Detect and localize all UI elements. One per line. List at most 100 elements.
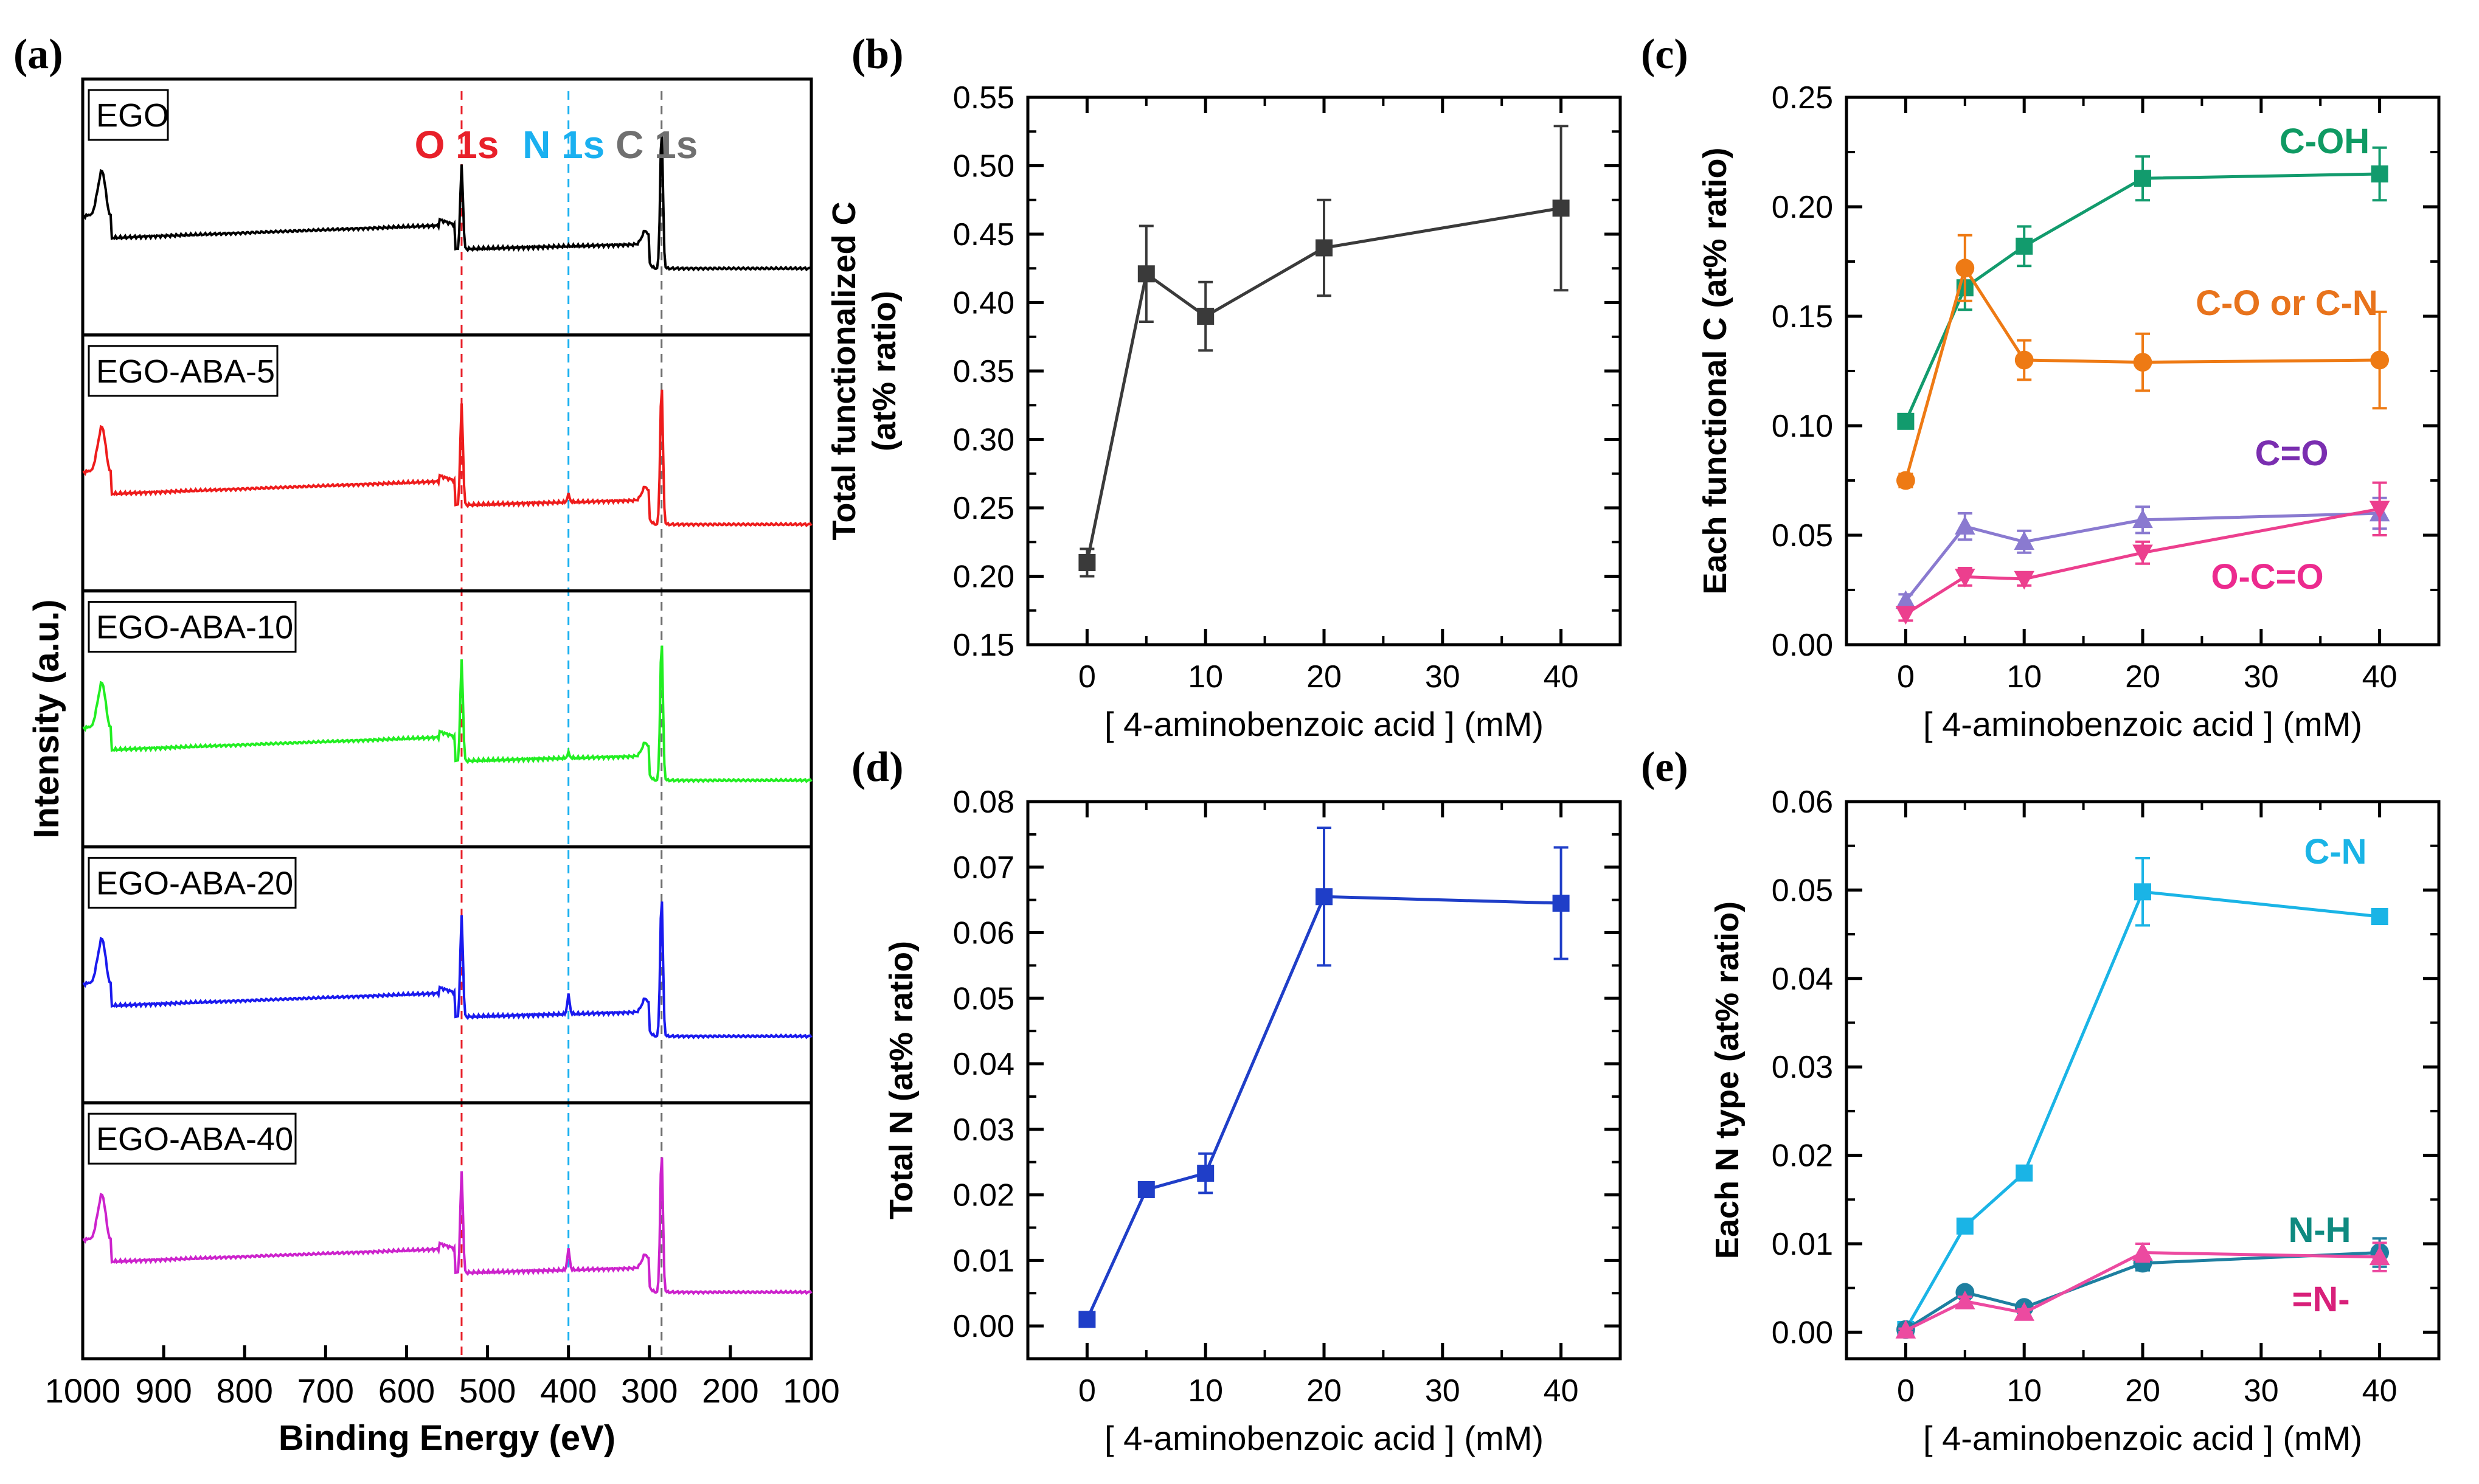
spectrum-ego-aba-10: EGO-ABA-10 bbox=[81, 589, 813, 848]
y-tick-label: 0.50 bbox=[953, 149, 1014, 184]
data-point bbox=[1316, 888, 1333, 906]
y-axis-label: Each N type (at% ratio) bbox=[1709, 901, 1746, 1259]
data-point bbox=[1956, 1217, 1974, 1235]
data-point bbox=[2014, 350, 2034, 370]
spectrum-line bbox=[82, 133, 813, 272]
y-tick-label: 0.03 bbox=[953, 1112, 1014, 1148]
data-point bbox=[2014, 531, 2034, 550]
series-label: C-OH bbox=[2280, 122, 2370, 161]
panel-d-total-n: 0 10 20 30 40 0.00 0.01 0.02 0.03 0.04 0.05 0.06 0.0… bbox=[851, 744, 1622, 1457]
y-axis-label: Total functionalized C bbox=[826, 202, 862, 541]
panel-c-each-functional-c: 0 10 20 30 40 0.00 0.05 0.10 0.15 0.20 0.25 [ 4-ami… bbox=[1641, 31, 2441, 743]
data-point bbox=[1137, 265, 1155, 283]
x-tick-label: 10 bbox=[1188, 1373, 1223, 1409]
x-tick-label: 700 bbox=[297, 1371, 354, 1410]
y-tick-label: 0.25 bbox=[1772, 80, 1833, 116]
y-tick-label: 0.30 bbox=[953, 423, 1014, 458]
spectrum-ego-aba-40: EGO-ABA-40 bbox=[81, 1101, 813, 1361]
x-tick-label: 20 bbox=[2125, 659, 2160, 695]
series-label: O-C=O bbox=[2211, 557, 2323, 597]
x-tick-label: 100 bbox=[783, 1371, 839, 1410]
y-tick-label: 0.15 bbox=[953, 628, 1014, 663]
panel-b-total-functionalized-c: 0 10 20 30 40 0.15 0.20 0.25 0.30 0.35 0.40 0.45 0.5… bbox=[826, 31, 1622, 743]
y-axis-label: Intensity (a.u.) bbox=[27, 599, 66, 838]
x-tick-label: 40 bbox=[1544, 659, 1579, 695]
data-point bbox=[1552, 199, 1570, 217]
spectrum-ego-aba-20: EGO-ABA-20 bbox=[81, 845, 813, 1104]
data-point bbox=[2014, 570, 2034, 590]
y-tick-label: 0.00 bbox=[1772, 628, 1833, 663]
y-tick-label: 0.20 bbox=[953, 560, 1014, 595]
x-tick-label: 20 bbox=[1306, 659, 1342, 695]
series-c-o-or-c-n bbox=[1896, 234, 2390, 490]
panel-e-each-n-type: 0 10 20 30 40 0.00 0.01 0.02 0.03 0.04 0.05 0.06 [ 4… bbox=[1641, 744, 2441, 1457]
x-tick-label: 10 bbox=[1188, 659, 1223, 695]
y-tick-label: 0.02 bbox=[953, 1178, 1014, 1213]
x-tick-label: 20 bbox=[2125, 1373, 2160, 1409]
series--n- bbox=[1895, 1241, 2390, 1339]
data-point bbox=[1955, 258, 1975, 278]
y-tick-label: 0.05 bbox=[953, 981, 1014, 1016]
series-label: =N- bbox=[2292, 1280, 2349, 1319]
spectrum-frame bbox=[81, 77, 813, 337]
y-tick-label: 0.04 bbox=[953, 1047, 1014, 1082]
data-point bbox=[1895, 590, 1916, 609]
x-tick-label: 20 bbox=[1306, 1373, 1342, 1409]
y-tick-label: 0.03 bbox=[1772, 1050, 1833, 1085]
x-axis-label: [ 4-aminobenzoic acid ] (mM) bbox=[1923, 1419, 2362, 1457]
panel-a-xps-survey: (a) EGO EGO-ABA-5 EGO-ABA-10 EGO-ABA-20 EGO-A… bbox=[13, 31, 840, 1458]
data-point bbox=[1955, 1290, 1975, 1309]
y-tick-label: 0.20 bbox=[1772, 190, 1833, 225]
x-tick-label: 600 bbox=[378, 1371, 435, 1410]
y-tick-label: 0.55 bbox=[953, 80, 1014, 116]
data-point bbox=[2371, 908, 2388, 926]
y-tick-label: 0.01 bbox=[953, 1243, 1014, 1278]
sample-label: EGO-ABA-40 bbox=[96, 1121, 293, 1157]
y-tick-label: 0.45 bbox=[953, 217, 1014, 252]
sample-label: EGO bbox=[96, 97, 169, 134]
x-tick-label: 400 bbox=[540, 1371, 597, 1410]
series-label: N-H bbox=[2288, 1210, 2351, 1250]
data-point bbox=[2371, 165, 2388, 182]
data-point bbox=[1895, 606, 1916, 625]
panel-letter: (a) bbox=[13, 31, 63, 78]
y-tick-label: 0.00 bbox=[953, 1309, 1014, 1344]
peak-label: N 1s bbox=[522, 123, 605, 167]
x-tick-label: 200 bbox=[702, 1371, 758, 1410]
series-label: C=O bbox=[2255, 434, 2329, 473]
x-tick-label: 500 bbox=[459, 1371, 516, 1410]
series-label: C-O or C-N bbox=[2196, 283, 2378, 323]
sample-label-box bbox=[88, 1112, 297, 1165]
data-point bbox=[1897, 412, 1915, 430]
data-point bbox=[2014, 1302, 2034, 1321]
y-tick-label: 0.06 bbox=[953, 916, 1014, 951]
x-tick-label: 30 bbox=[2244, 659, 2279, 695]
sample-label: EGO-ABA-10 bbox=[96, 609, 293, 646]
series-total-n bbox=[1078, 827, 1570, 1328]
panel-letter: (e) bbox=[1641, 744, 1688, 791]
y-tick-label: 0.15 bbox=[1772, 299, 1833, 335]
x-tick-label: 900 bbox=[135, 1371, 192, 1410]
data-point bbox=[1955, 569, 1975, 588]
x-tick-label: 40 bbox=[2362, 659, 2398, 695]
peak-label: O 1s bbox=[415, 123, 499, 167]
y-tick-label: 0.01 bbox=[1772, 1227, 1833, 1262]
x-tick-label: 0 bbox=[1078, 1373, 1096, 1409]
x-tick-label: 30 bbox=[1425, 659, 1460, 695]
data-point bbox=[2370, 350, 2390, 370]
x-tick-label: 30 bbox=[2244, 1373, 2279, 1409]
y-tick-label: 0.25 bbox=[953, 491, 1014, 526]
data-point bbox=[2134, 883, 2151, 901]
x-tick-label: 10 bbox=[2006, 1373, 2042, 1409]
y-tick-label: 0.35 bbox=[953, 354, 1014, 389]
y-tick-label: 0.06 bbox=[1772, 785, 1833, 820]
data-point bbox=[1316, 239, 1333, 257]
x-tick-label: 30 bbox=[1425, 1373, 1460, 1409]
data-point bbox=[2134, 170, 2151, 187]
spectrum-ego: EGO bbox=[81, 77, 813, 337]
panel-letter: (c) bbox=[1641, 31, 1688, 78]
data-point bbox=[2133, 353, 2152, 372]
x-tick-label: 10 bbox=[2006, 659, 2042, 695]
y-tick-label: 0.10 bbox=[1772, 409, 1833, 444]
